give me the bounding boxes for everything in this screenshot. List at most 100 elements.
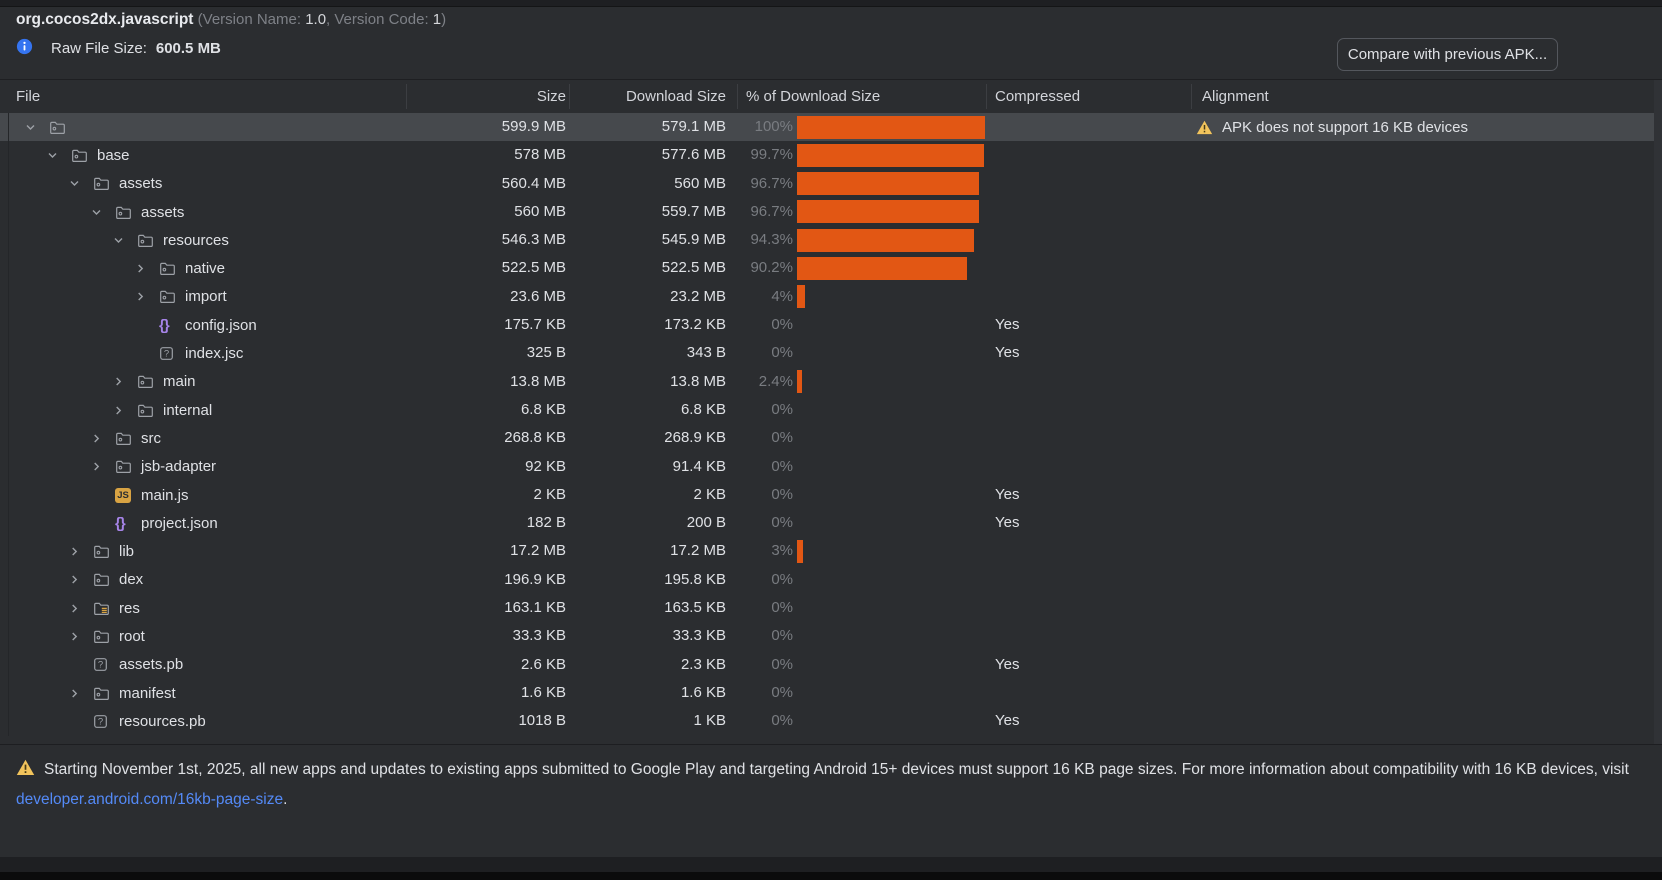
tree-row-res[interactable]: res 163.1 KB 163.5 KB 0% (0, 594, 1654, 622)
column-divider[interactable] (569, 84, 570, 109)
column-divider[interactable] (1191, 84, 1192, 109)
folder-icon (159, 283, 182, 311)
svg-text:?: ? (98, 716, 103, 727)
chevron-right-icon[interactable] (68, 679, 93, 707)
javascript-file-icon: JS (115, 481, 138, 509)
percent-label: 0% (771, 429, 793, 447)
tree-row-project.json[interactable]: {} project.json 182 B 200 B 0% Yes (0, 509, 1654, 537)
chevron-down-icon[interactable] (68, 170, 93, 198)
unknown-file-icon: ? (93, 707, 116, 735)
file-name: base (97, 146, 130, 164)
chevron-right-icon[interactable] (112, 396, 137, 424)
version-code-value: 1 (432, 11, 442, 28)
download-size-value: 17.2 MB (670, 542, 726, 560)
size-value: 268.8 KB (504, 429, 566, 447)
tree-row-assets[interactable]: assets 560 MB 559.7 MB 96.7% (0, 198, 1654, 226)
tree-row-native[interactable]: native 522.5 MB 522.5 MB 90.2% (0, 254, 1654, 282)
chevron-right-icon[interactable] (90, 453, 115, 481)
tree-row-root[interactable]: 599.9 MB 579.1 MB 100% APK does not support… (0, 113, 1654, 142)
file-name: main.js (141, 486, 189, 504)
download-size-value: 559.7 MB (661, 202, 726, 220)
percent-label: 4% (771, 287, 793, 305)
size-value: 2 KB (533, 485, 566, 503)
tree-row-assets.pb[interactable]: ? assets.pb 2.6 KB 2.3 KB 0% Yes (0, 651, 1654, 679)
folder-icon (159, 255, 182, 283)
size-value: 13.8 MB (510, 372, 566, 390)
chevron-right-icon[interactable] (134, 283, 159, 311)
column-header-alignment[interactable]: Alignment (1202, 88, 1269, 105)
file-name: src (141, 429, 161, 447)
tree-row-index.jsc[interactable]: ? index.jsc 325 B 343 B 0% Yes (0, 339, 1654, 367)
tree-row-main[interactable]: main 13.8 MB 13.8 MB 2.4% (0, 368, 1654, 396)
tree-row-import[interactable]: import 23.6 MB 23.2 MB 4% (0, 283, 1654, 311)
file-name: main (163, 373, 196, 391)
download-size-bar (797, 115, 985, 139)
folder-icon (137, 226, 160, 254)
tree-row-base[interactable]: base 578 MB 577.6 MB 99.7% (0, 141, 1654, 169)
column-header-download-size[interactable]: Download Size (625, 88, 726, 105)
chevron-right-icon[interactable] (68, 538, 93, 566)
chevron-down-icon[interactable] (90, 198, 115, 226)
column-divider[interactable] (406, 84, 407, 109)
download-size-value: 200 B (686, 514, 726, 532)
percent-label: 0% (771, 400, 793, 418)
size-value: 1018 B (518, 712, 566, 730)
tree-row-main.js[interactable]: JS main.js 2 KB 2 KB 0% Yes (0, 481, 1654, 509)
tree-row-resources.pb[interactable]: ? resources.pb 1018 B 1 KB 0% Yes (0, 707, 1654, 735)
chevron-right-icon[interactable] (68, 594, 93, 622)
svg-text:?: ? (98, 660, 103, 671)
size-value: 325 B (526, 344, 566, 362)
compare-with-previous-apk-button[interactable]: Compare with previous APK... (1337, 38, 1558, 71)
package-name: org.cocos2dx.javascript (16, 11, 194, 28)
tree-row-resources[interactable]: resources 546.3 MB 545.9 MB 94.3% (0, 226, 1654, 254)
column-header-file[interactable]: File (16, 88, 41, 105)
chevron-right-icon[interactable] (90, 424, 115, 452)
scrollbar-track[interactable] (1654, 80, 1662, 744)
compressed-value: Yes (995, 316, 1020, 334)
file-name: index.jsc (185, 345, 244, 363)
size-value: 560 MB (514, 202, 566, 220)
tree-row-internal[interactable]: internal 6.8 KB 6.8 KB 0% (0, 396, 1654, 424)
folder-icon (115, 198, 138, 226)
column-divider[interactable] (986, 84, 987, 109)
tree-row-assets[interactable]: assets 560.4 MB 560 MB 96.7% (0, 170, 1654, 198)
percent-label: 0% (771, 485, 793, 503)
download-size-value: 343 B (686, 344, 726, 362)
chevron-right-icon[interactable] (134, 255, 159, 283)
download-size-value: 91.4 KB (672, 457, 726, 475)
chevron-down-icon[interactable] (24, 113, 49, 141)
unknown-file-icon: ? (93, 651, 116, 679)
chevron-down-icon[interactable] (112, 226, 137, 254)
size-value: 163.1 KB (504, 599, 566, 617)
chevron-down-icon[interactable] (46, 141, 71, 169)
warning-icon (1196, 120, 1213, 135)
folder-icon (93, 679, 116, 707)
tree-row-jsb-adapter[interactable]: jsb-adapter 92 KB 91.4 KB 0% (0, 453, 1654, 481)
chevron-right-icon[interactable] (68, 566, 93, 594)
chevron-right-icon[interactable] (68, 622, 93, 650)
tree-row-src[interactable]: src 268.8 KB 268.9 KB 0% (0, 424, 1654, 452)
file-name: manifest (119, 684, 176, 702)
sixteen-kb-notice-banner: Starting November 1st, 2025, all new app… (0, 745, 1662, 857)
percent-label: 0% (771, 655, 793, 673)
chevron-right-icon[interactable] (112, 368, 137, 396)
column-header-size[interactable]: Size (536, 88, 566, 105)
sixteen-kb-docs-link[interactable]: developer.android.com/16kb-page-size (16, 791, 284, 808)
column-divider[interactable] (737, 84, 738, 109)
apk-title-line: org.cocos2dx.javascript (Version Name: 1… (16, 11, 446, 29)
compressed-value: Yes (995, 485, 1020, 503)
tree-row-manifest[interactable]: manifest 1.6 KB 1.6 KB 0% (0, 679, 1654, 707)
size-value: 196.9 KB (504, 570, 566, 588)
tree-row-config.json[interactable]: {} config.json 175.7 KB 173.2 KB 0% Yes (0, 311, 1654, 339)
tree-row-lib[interactable]: lib 17.2 MB 17.2 MB 3% (0, 537, 1654, 565)
column-header-compressed[interactable]: Compressed (995, 88, 1081, 105)
download-size-value: 2 KB (693, 485, 726, 503)
size-value: 175.7 KB (504, 316, 566, 334)
notice-text: Starting November 1st, 2025, all new app… (44, 761, 1629, 778)
column-header-pct-download-size[interactable]: % of Download Size (746, 88, 881, 105)
folder-icon (137, 396, 160, 424)
tree-row-root[interactable]: root 33.3 KB 33.3 KB 0% (0, 622, 1654, 650)
tree-row-dex[interactable]: dex 196.9 KB 195.8 KB 0% (0, 566, 1654, 594)
file-name: project.json (141, 514, 218, 532)
